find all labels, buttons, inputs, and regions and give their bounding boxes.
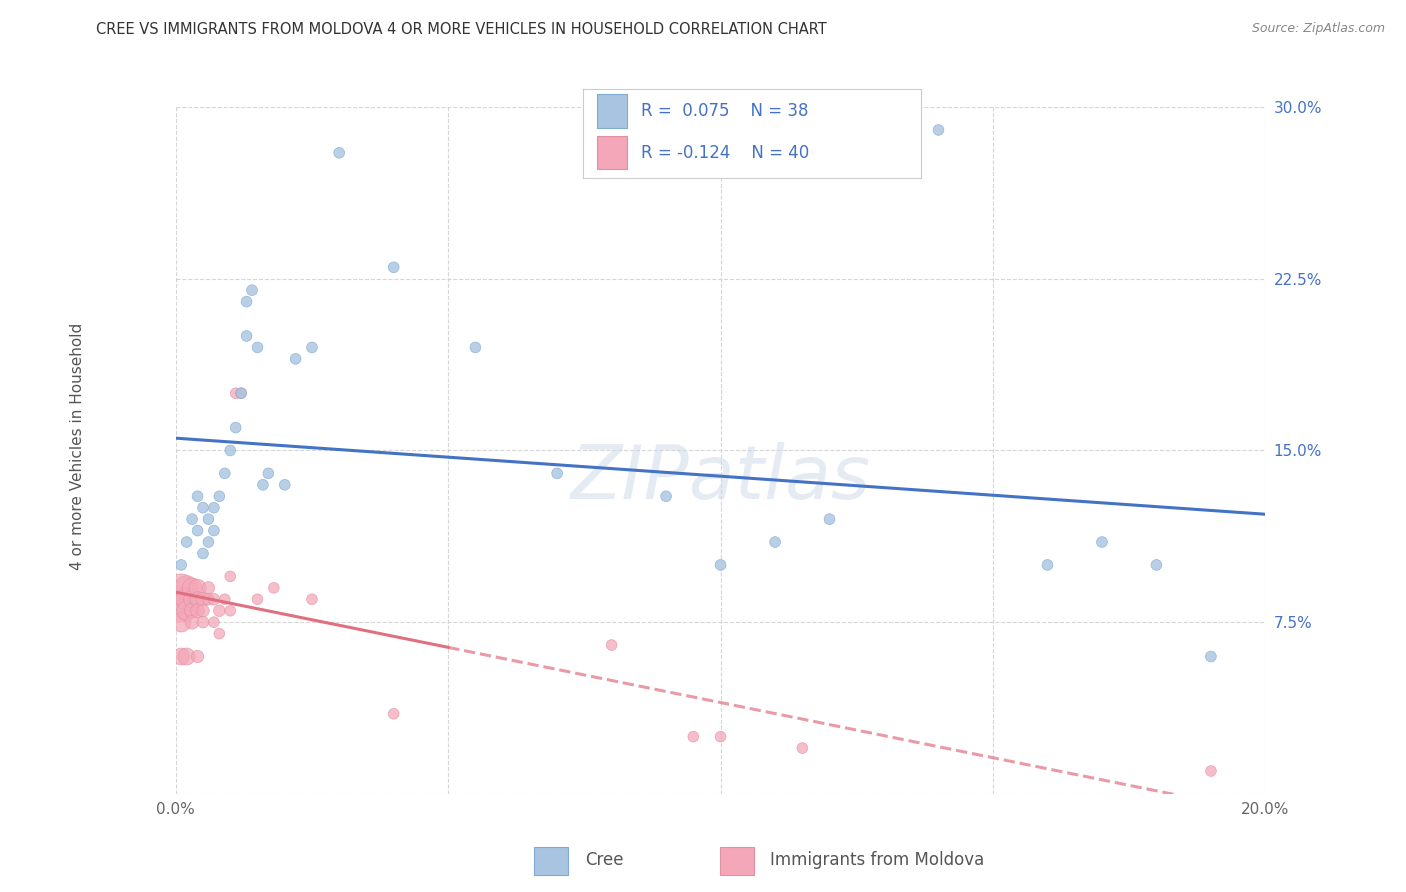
- Point: [219, 569, 242, 583]
- Point: [181, 592, 204, 607]
- Point: [186, 489, 209, 503]
- Point: [1199, 649, 1222, 664]
- FancyBboxPatch shape: [598, 94, 627, 128]
- FancyBboxPatch shape: [720, 847, 754, 875]
- Point: [191, 546, 214, 561]
- Point: [186, 592, 209, 607]
- Point: [763, 535, 786, 549]
- Point: [170, 558, 193, 572]
- Point: [197, 535, 219, 549]
- Point: [225, 386, 247, 401]
- Point: [600, 638, 623, 652]
- Point: [191, 615, 214, 630]
- Point: [197, 512, 219, 526]
- FancyBboxPatch shape: [534, 847, 568, 875]
- Point: [1199, 764, 1222, 778]
- Point: [246, 592, 269, 607]
- Point: [170, 649, 193, 664]
- Point: [301, 340, 323, 354]
- Point: [208, 626, 231, 640]
- Point: [191, 500, 214, 515]
- Point: [208, 489, 231, 503]
- Point: [202, 524, 225, 538]
- Text: ZIPatlas: ZIPatlas: [571, 442, 870, 514]
- Point: [181, 615, 204, 630]
- Point: [191, 604, 214, 618]
- Point: [225, 420, 247, 434]
- Point: [257, 467, 280, 481]
- Point: [792, 741, 814, 756]
- Text: Source: ZipAtlas.com: Source: ZipAtlas.com: [1251, 22, 1385, 36]
- Text: 4 or more Vehicles in Household: 4 or more Vehicles in Household: [70, 322, 84, 570]
- FancyBboxPatch shape: [598, 136, 627, 169]
- Point: [176, 581, 198, 595]
- Point: [328, 145, 350, 160]
- Point: [240, 283, 263, 297]
- Point: [274, 478, 297, 492]
- Point: [263, 581, 285, 595]
- Point: [186, 604, 209, 618]
- Point: [710, 730, 733, 744]
- Point: [818, 512, 841, 526]
- Point: [170, 581, 193, 595]
- Text: R = -0.124    N = 40: R = -0.124 N = 40: [641, 145, 808, 162]
- Point: [235, 329, 257, 343]
- Point: [176, 535, 198, 549]
- Point: [231, 386, 253, 401]
- Point: [682, 730, 704, 744]
- Point: [464, 340, 486, 354]
- Point: [1036, 558, 1059, 572]
- Point: [219, 443, 242, 458]
- Point: [214, 592, 236, 607]
- Text: R =  0.075    N = 38: R = 0.075 N = 38: [641, 102, 808, 120]
- Point: [170, 615, 193, 630]
- Point: [219, 604, 242, 618]
- Point: [170, 604, 193, 618]
- Point: [252, 478, 274, 492]
- Point: [197, 592, 219, 607]
- Text: Cree: Cree: [585, 851, 623, 869]
- Point: [1144, 558, 1167, 572]
- Point: [655, 489, 678, 503]
- Point: [710, 558, 733, 572]
- Point: [928, 123, 950, 137]
- Point: [301, 592, 323, 607]
- Point: [382, 706, 405, 721]
- Point: [202, 615, 225, 630]
- Point: [181, 512, 204, 526]
- Point: [186, 581, 209, 595]
- Point: [191, 592, 214, 607]
- Point: [202, 592, 225, 607]
- Point: [186, 524, 209, 538]
- Point: [546, 467, 568, 481]
- Point: [214, 467, 236, 481]
- Point: [176, 592, 198, 607]
- Text: CREE VS IMMIGRANTS FROM MOLDOVA 4 OR MORE VEHICLES IN HOUSEHOLD CORRELATION CHAR: CREE VS IMMIGRANTS FROM MOLDOVA 4 OR MOR…: [96, 22, 827, 37]
- Point: [186, 649, 209, 664]
- Text: Immigrants from Moldova: Immigrants from Moldova: [770, 851, 984, 869]
- Point: [1091, 535, 1114, 549]
- Point: [181, 581, 204, 595]
- Point: [284, 351, 307, 366]
- Point: [208, 604, 231, 618]
- Point: [202, 500, 225, 515]
- Point: [170, 592, 193, 607]
- Point: [176, 649, 198, 664]
- Point: [197, 581, 219, 595]
- Point: [176, 604, 198, 618]
- Point: [181, 604, 204, 618]
- Point: [246, 340, 269, 354]
- Point: [382, 260, 405, 275]
- Point: [235, 294, 257, 309]
- Point: [231, 386, 253, 401]
